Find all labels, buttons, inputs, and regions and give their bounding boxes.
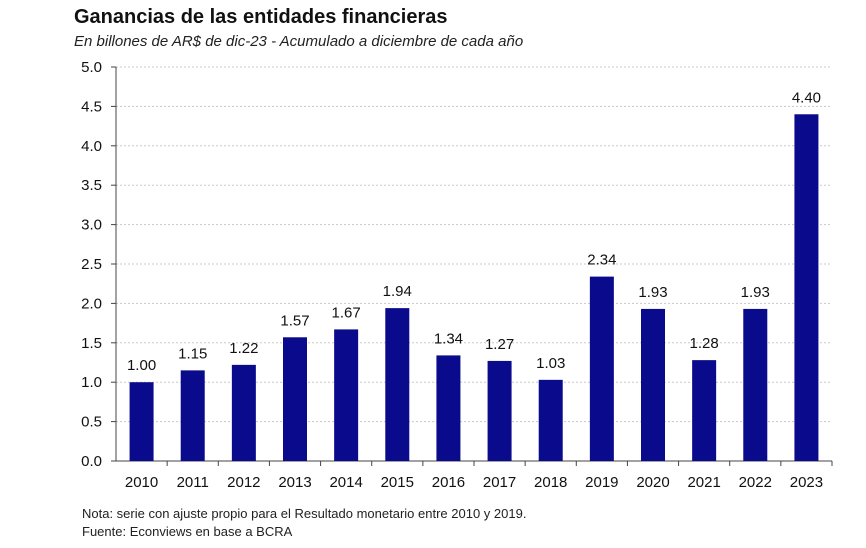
- x-tick-label-2016: 2016: [432, 474, 465, 491]
- data-label-2018: 1.03: [536, 355, 565, 372]
- bar-2015: [385, 308, 410, 461]
- x-tick-label-2014: 2014: [329, 474, 362, 491]
- y-tick-label: 5.0: [81, 59, 102, 76]
- x-tick-label-2013: 2013: [278, 474, 311, 491]
- bar-2023: [794, 114, 819, 461]
- data-label-2020: 1.93: [638, 284, 667, 301]
- chart-source: Fuente: Econviews en base a BCRA: [82, 524, 293, 539]
- data-label-2023: 4.40: [792, 89, 821, 106]
- y-tick-label: 3.0: [81, 217, 102, 234]
- x-tick-label-2019: 2019: [585, 474, 618, 491]
- data-label-2017: 1.27: [485, 336, 514, 353]
- x-tick-label-2023: 2023: [790, 474, 823, 491]
- chart-subtitle: En billones de AR$ de dic-23 - Acumulado…: [74, 33, 524, 50]
- x-tick-label-2012: 2012: [227, 474, 260, 491]
- y-tick-label: 4.5: [81, 98, 102, 115]
- x-tick-label-2018: 2018: [534, 474, 567, 491]
- data-label-2012: 1.22: [229, 340, 258, 357]
- data-label-2022: 1.93: [741, 284, 770, 301]
- bar-2020: [641, 308, 665, 461]
- data-label-2019: 2.34: [587, 252, 616, 269]
- chart-title: Ganancias de las entidades financieras: [74, 6, 448, 28]
- data-label-2010: 1.00: [127, 357, 156, 374]
- y-tick-label: 0.0: [81, 453, 102, 470]
- y-tick-label: 0.5: [81, 414, 102, 431]
- data-label-2015: 1.94: [383, 283, 412, 300]
- y-tick-label: 3.5: [81, 177, 102, 194]
- bar-2012: [231, 364, 256, 461]
- bar-2021: [692, 360, 717, 461]
- x-tick-label-2020: 2020: [636, 474, 669, 491]
- bar-2016: [436, 355, 461, 461]
- y-tick-label: 1.0: [81, 374, 102, 391]
- x-tick-label-2022: 2022: [739, 474, 772, 491]
- y-tick-label: 4.0: [81, 138, 102, 155]
- bar-2011: [180, 370, 205, 461]
- chart-note: Nota: serie con ajuste propio para el Re…: [82, 506, 527, 521]
- data-label-2013: 1.57: [280, 312, 309, 329]
- data-label-2016: 1.34: [434, 330, 463, 347]
- x-tick-label-2017: 2017: [483, 474, 516, 491]
- data-label-2021: 1.28: [690, 335, 719, 352]
- bar-2019: [589, 276, 614, 461]
- x-tick-label-2010: 2010: [125, 474, 158, 491]
- data-label-2011: 1.15: [178, 345, 207, 362]
- bar-2018: [538, 379, 563, 461]
- bar-2014: [334, 329, 359, 461]
- bar-2013: [283, 337, 307, 461]
- data-label-2014: 1.67: [332, 304, 361, 321]
- bar-2010: [129, 382, 154, 461]
- bar-2022: [743, 308, 768, 461]
- bar-2017: [487, 360, 512, 461]
- y-tick-label: 2.0: [81, 295, 102, 312]
- y-tick-label: 1.5: [81, 335, 102, 352]
- x-tick-label-2021: 2021: [687, 474, 720, 491]
- y-tick-label: 2.5: [81, 256, 102, 273]
- x-tick-label-2015: 2015: [381, 474, 414, 491]
- x-tick-label-2011: 2011: [177, 474, 209, 491]
